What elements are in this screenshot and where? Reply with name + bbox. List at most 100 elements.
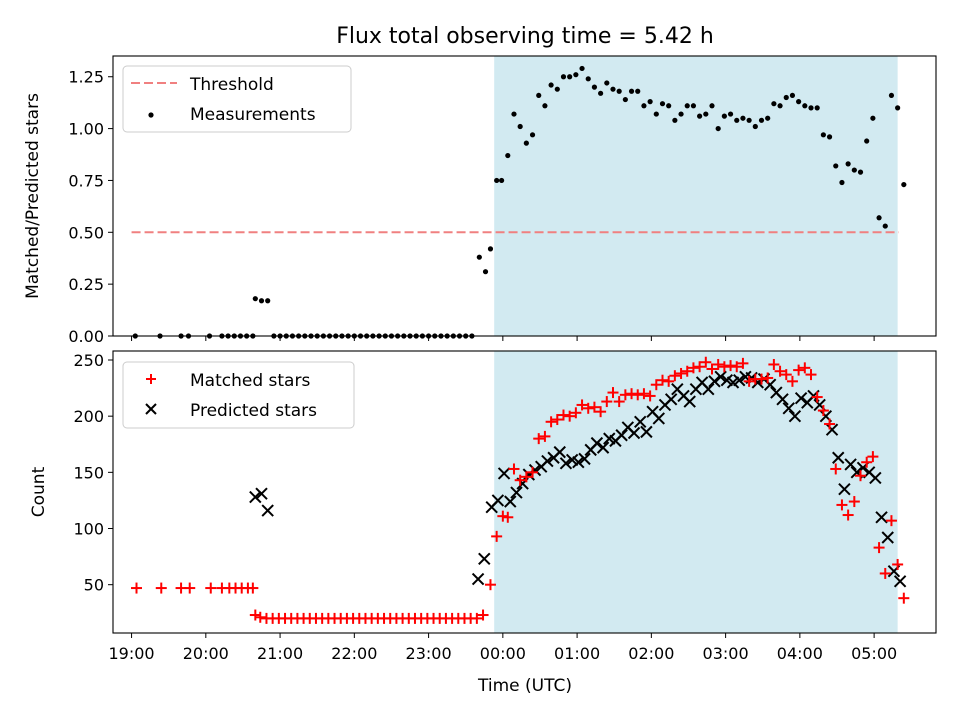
- matched-stars-point: [155, 582, 167, 594]
- predicted-stars-point: [683, 395, 696, 408]
- measurement-point: [628, 88, 635, 94]
- matched-stars-point: [855, 470, 867, 482]
- measurement-point: [616, 88, 622, 94]
- top-ytick-label: 0.25: [68, 275, 104, 294]
- predicted-stars-point: [875, 511, 888, 524]
- top-ytick-label: 0.50: [68, 223, 104, 242]
- measurement-point: [839, 179, 845, 186]
- measurement-point: [635, 88, 641, 94]
- matched-stars-point: [687, 362, 699, 374]
- xtick-label: 20:00: [183, 644, 229, 663]
- bottom-panel: 50 100 150 200 250 19:00 20:00 21:00 22:00 23:00…: [29, 350, 937, 696]
- predicted-stars-point: [714, 370, 727, 384]
- matched-stars-point: [879, 567, 891, 579]
- matched-stars-point: [545, 416, 557, 428]
- predicted-stars-point: [881, 531, 894, 544]
- top-panel: 0.00 0.25 0.50 0.75 1.00 1.25 Matched/Predict…: [23, 55, 937, 346]
- predicted-stars-point: [627, 426, 641, 440]
- matched-stars-point: [737, 357, 749, 369]
- matched-stars-point: [656, 374, 668, 386]
- predicted-stars-point: [590, 436, 604, 450]
- measurement-point: [659, 101, 666, 107]
- measurement-point: [845, 161, 851, 167]
- measurement-point: [734, 117, 740, 123]
- bottom-ytick-label: 200: [73, 407, 104, 426]
- predicted-stars-point: [596, 441, 610, 454]
- predicted-stars-point: [255, 487, 268, 500]
- xtick-label: 23:00: [406, 644, 452, 663]
- measurement-point: [482, 269, 489, 275]
- predicted-stars-point: [528, 463, 542, 477]
- matched-stars-point: [768, 358, 780, 370]
- predicted-stars-point: [708, 375, 721, 388]
- predicted-stars-point: [702, 382, 715, 396]
- bottom-ytick-label: 250: [73, 351, 104, 370]
- measurement-point: [808, 105, 814, 111]
- matched-stars-point: [873, 542, 885, 554]
- measurement-point: [758, 117, 765, 123]
- measurement-point: [771, 101, 777, 107]
- matched-stars-point: [557, 409, 569, 421]
- matched-stars-point: [184, 582, 196, 594]
- matched-stars-point: [706, 363, 718, 375]
- matched-stars-point: [497, 510, 509, 522]
- legend-matched-label: Matched stars: [190, 371, 310, 391]
- measurement-point: [573, 72, 579, 78]
- matched-stars-point: [836, 499, 848, 511]
- predicted-stars-point: [782, 402, 795, 415]
- matched-stars-point: [249, 609, 261, 621]
- top-plot-frame: [112, 55, 937, 337]
- measurement-point: [814, 105, 820, 111]
- matched-stars-point: [491, 530, 503, 542]
- measurement-point: [579, 65, 585, 72]
- predicted-stars-point: [825, 423, 839, 436]
- measurement-point: [499, 177, 505, 184]
- matched-stars-point: [638, 388, 650, 400]
- predicted-stars-point: [497, 467, 511, 480]
- predicted-stars-point: [504, 495, 517, 508]
- measurement-point: [888, 92, 895, 99]
- measurement-point: [690, 103, 697, 109]
- matched-stars-point: [694, 361, 706, 373]
- matched-stars-point: [817, 405, 829, 417]
- measurement-point: [591, 84, 598, 90]
- matched-stars-point: [755, 373, 767, 385]
- predicted-stars-point: [664, 393, 678, 406]
- predicted-stars-point: [838, 482, 851, 496]
- matched-stars-point: [799, 362, 811, 374]
- matched-stars-point: [582, 402, 594, 414]
- predicted-stars-point: [832, 451, 845, 464]
- matched-stars-point: [780, 369, 792, 381]
- top-ytick-label: 0.00: [68, 327, 104, 346]
- bottom-legend: Matched stars Predicted stars: [122, 361, 355, 429]
- predicted-stars-point: [869, 471, 882, 485]
- predicted-stars-point: [471, 572, 485, 586]
- measurement-point: [857, 169, 864, 175]
- measurement-point: [727, 111, 734, 117]
- predicted-stars-point: [794, 391, 808, 405]
- matched-stars-point: [650, 379, 662, 391]
- legend-predicted-label: Predicted stars: [190, 401, 317, 421]
- measurement-point: [567, 74, 573, 80]
- matched-stars-point: [867, 451, 879, 463]
- measurement-point: [494, 177, 500, 184]
- matched-stars-point: [830, 463, 842, 475]
- matched-stars-point: [539, 430, 551, 442]
- measurement-point: [697, 113, 703, 119]
- predicted-stars-point: [553, 445, 566, 459]
- measurement-point: [517, 123, 523, 130]
- measurement-point: [252, 296, 258, 302]
- measurement-point: [529, 132, 536, 138]
- measurement-point: [641, 103, 647, 109]
- top-legend: Threshold Measurements: [122, 65, 352, 133]
- measurement-point: [476, 254, 482, 260]
- matched-stars-point: [644, 390, 656, 402]
- matched-stars-point: [254, 611, 266, 623]
- matched-stars-point: [131, 582, 143, 594]
- measurement-point: [258, 298, 265, 304]
- measurement-point: [672, 117, 678, 123]
- bottom-ytick-label: 100: [73, 520, 104, 539]
- top-ytick-label: 1.00: [68, 120, 104, 139]
- matched-stars-point: [576, 399, 588, 411]
